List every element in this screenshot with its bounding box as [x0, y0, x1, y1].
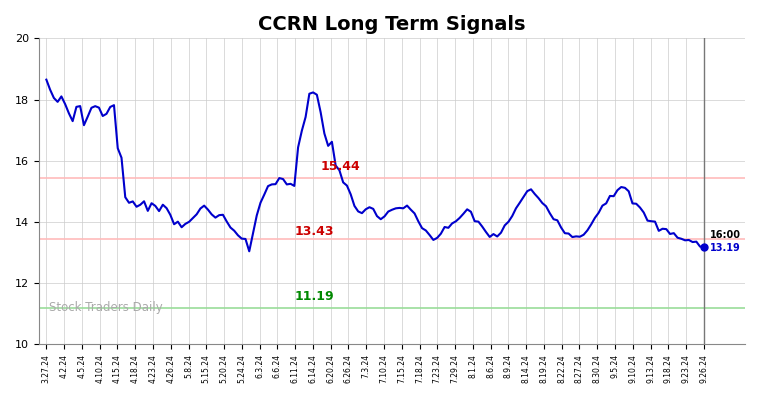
Text: Stock Traders Daily: Stock Traders Daily [49, 301, 163, 314]
Text: 15.44: 15.44 [321, 160, 361, 173]
Text: 16:00: 16:00 [710, 230, 741, 240]
Text: 11.19: 11.19 [294, 290, 334, 303]
Text: 13.19: 13.19 [710, 243, 740, 254]
Text: 13.43: 13.43 [294, 225, 334, 238]
Title: CCRN Long Term Signals: CCRN Long Term Signals [258, 15, 526, 34]
Point [698, 244, 710, 250]
